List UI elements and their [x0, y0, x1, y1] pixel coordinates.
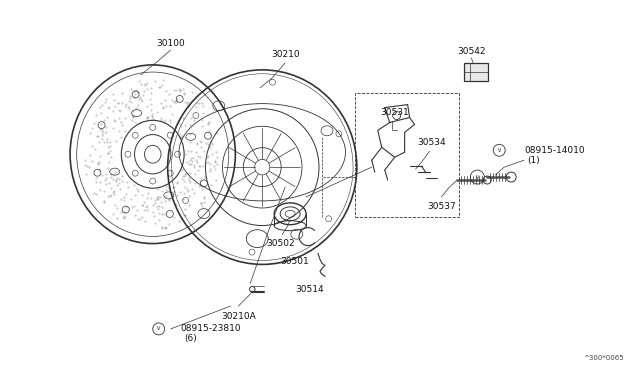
Text: 30501: 30501 — [281, 257, 310, 266]
Text: 30502: 30502 — [266, 239, 294, 248]
Bar — [355, 93, 460, 217]
Text: 30537: 30537 — [427, 202, 456, 211]
Text: V: V — [157, 326, 161, 331]
Text: V: V — [476, 174, 479, 180]
Text: ^300*0065: ^300*0065 — [583, 355, 623, 361]
Text: 08915-23810: 08915-23810 — [180, 324, 241, 333]
Text: 30534: 30534 — [417, 138, 446, 147]
Text: 30210A: 30210A — [221, 311, 256, 321]
Bar — [465, 63, 488, 81]
Text: V: V — [497, 148, 501, 153]
Text: 08915-14010: 08915-14010 — [524, 146, 585, 155]
Text: 30100: 30100 — [156, 39, 185, 48]
Text: 30514: 30514 — [296, 285, 324, 294]
Text: 30531: 30531 — [380, 108, 409, 117]
Text: (6): (6) — [184, 334, 197, 343]
Text: 30210: 30210 — [271, 51, 300, 60]
Text: 30542: 30542 — [457, 46, 486, 55]
Text: (1): (1) — [527, 156, 540, 165]
